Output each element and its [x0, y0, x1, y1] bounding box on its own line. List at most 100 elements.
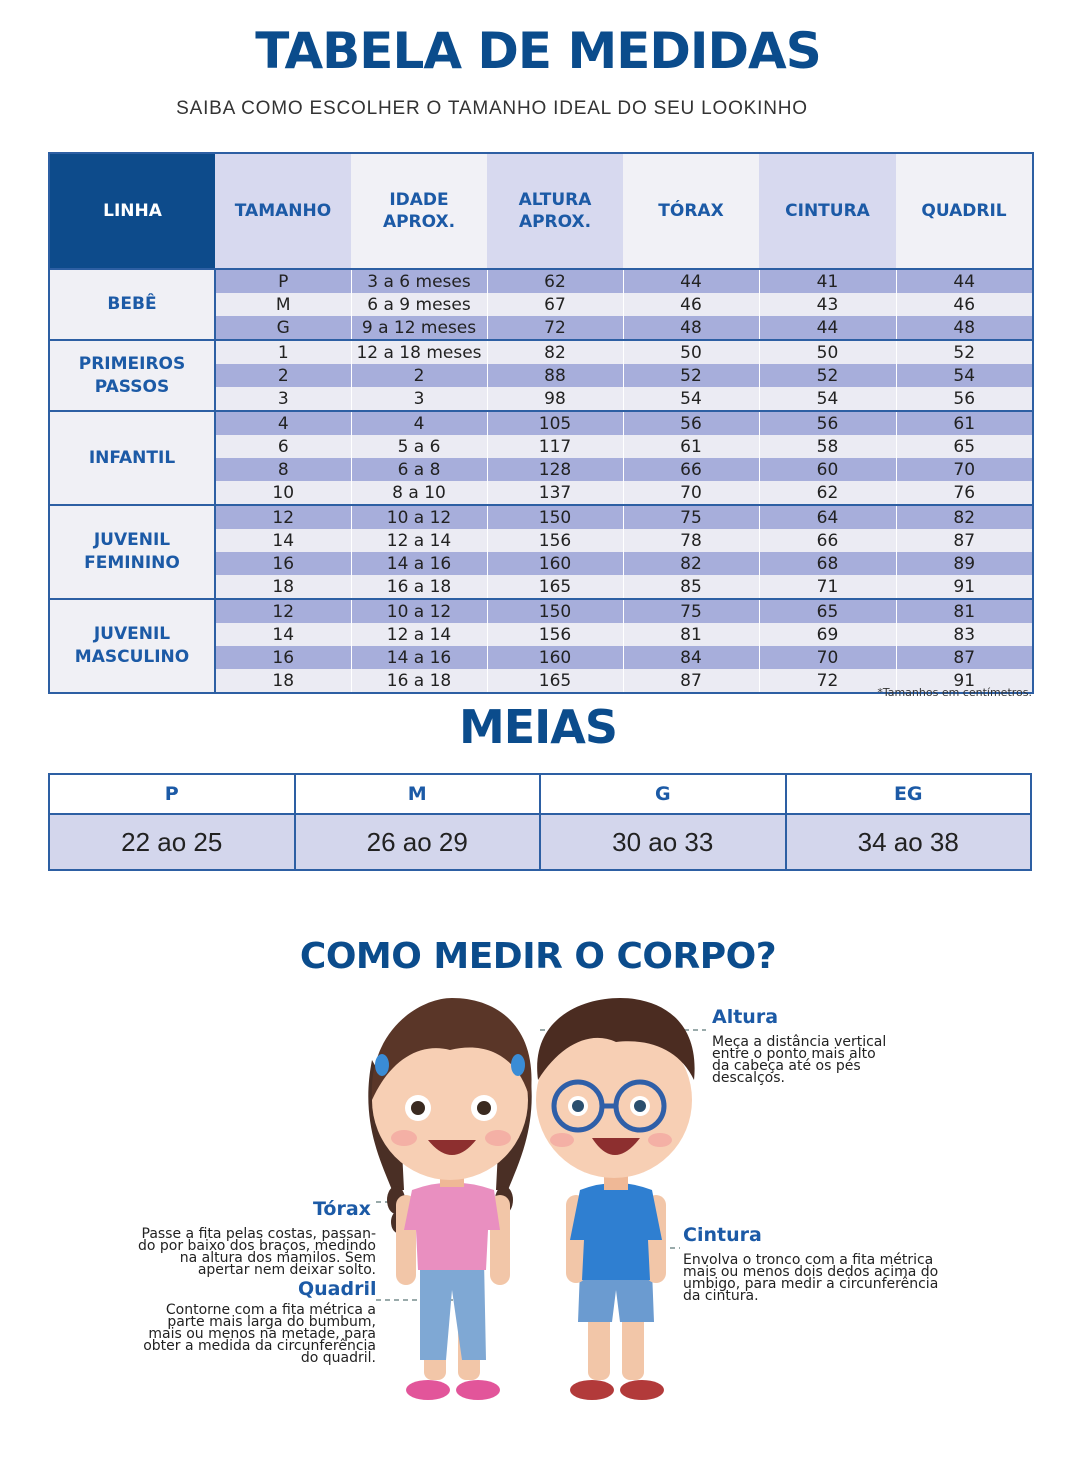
table-row: 18 16 a 18 165 85 71 91 [49, 575, 1033, 599]
table-cell: 75 [622, 598, 759, 623]
quadril-description: Contorne com a fita métrica a parte mais… [143, 1302, 376, 1366]
table-cell: 82 [895, 504, 1033, 529]
table-cell: 46 [622, 293, 759, 316]
girl-figure [368, 998, 532, 1400]
table-cell: 5 a 6 [350, 435, 487, 458]
table-row: 14 12 a 14 156 78 66 87 [49, 529, 1033, 552]
table-cell: 44 [895, 268, 1033, 293]
table-cell: 56 [622, 410, 759, 435]
table-cell: 85 [622, 575, 759, 599]
table-cell: 70 [622, 481, 759, 505]
table-cell: 14 [214, 529, 351, 552]
table-cell: 52 [895, 339, 1033, 364]
table-cell: 58 [758, 435, 896, 458]
column-header: QUADRIL [896, 153, 1033, 269]
table-cell: 87 [895, 529, 1033, 552]
children-illustration [368, 998, 706, 1400]
table-cell: 10 a 12 [350, 598, 487, 623]
table-cell: 8 a 10 [350, 481, 487, 505]
table-cell: 66 [622, 458, 759, 481]
meias-size-value: 22 ao 25 [49, 814, 296, 870]
table-cell: 54 [622, 387, 759, 411]
table-cell: 3 [350, 387, 487, 411]
table-cell: 14 a 16 [350, 552, 487, 575]
table-cell: 98 [486, 387, 623, 411]
table-cell: 78 [622, 529, 759, 552]
table-row: PRIMEIROS PASSOS 1 12 a 18 meses 82 50 50 52 [49, 339, 1033, 411]
table-cell: 150 [486, 598, 623, 623]
table-row: 18 16 a 18 165 87 72 91 [49, 669, 1033, 693]
table-cell: 81 [622, 623, 759, 646]
table-cell: 70 [895, 458, 1033, 481]
table-cell: 41 [758, 268, 896, 293]
table-cell: 54 [758, 387, 896, 411]
table-cell: 84 [622, 646, 759, 669]
table-row: 2 2 88 52 52 54 [49, 364, 1033, 387]
table-cell: 87 [895, 646, 1033, 669]
table-row: JUVENIL FEMININO 12 10 a 12 150 75 64 82 [49, 504, 1033, 599]
table-cell: 4 [214, 410, 351, 435]
meias-size-header: M [294, 774, 541, 815]
table-cell: 16 a 18 [350, 575, 487, 599]
group-label: JUVENIL FEMININO [49, 504, 216, 599]
table-cell: 52 [758, 364, 896, 387]
table-cell: 165 [486, 669, 623, 693]
column-header: ALTURA APROX. [487, 153, 623, 269]
meias-size-header: G [540, 774, 787, 815]
table-cell: 67 [486, 293, 623, 316]
column-header: TAMANHO [215, 153, 351, 269]
page-title: TABELA DE MEDIDAS [255, 22, 821, 80]
table-cell: 82 [486, 339, 623, 364]
table-cell: 50 [622, 339, 759, 364]
table-cell: 82 [622, 552, 759, 575]
table-cell: 64 [758, 504, 896, 529]
table-cell: 76 [895, 481, 1033, 505]
table-cell: 2 [214, 364, 351, 387]
table-cell: 81 [895, 598, 1033, 623]
table-cell: 62 [486, 268, 623, 293]
table-row: 3 3 98 54 54 56 [49, 387, 1033, 411]
group-label: PRIMEIROS PASSOS [49, 339, 216, 411]
cintura-description: Envolva o tronco com a fita métrica mais… [683, 1252, 939, 1304]
cintura-label: Cintura [683, 1224, 762, 1246]
table-cell: 160 [486, 552, 623, 575]
table-cell: 150 [486, 504, 623, 529]
table-cell: 43 [758, 293, 896, 316]
table-cell: 16 [214, 646, 351, 669]
como-medir-title: COMO MEDIR O CORPO? [299, 936, 777, 977]
size-table-header: LINHA TAMANHO IDADE APROX. ALTURA APROX. TÓR… [49, 153, 1033, 269]
table-cell: 156 [486, 623, 623, 646]
column-header: TÓRAX [623, 153, 759, 269]
units-note: *Tamanhos em centímetros. [877, 686, 1032, 699]
table-cell: 72 [486, 316, 623, 340]
meias-values-row: 22 ao 25 26 ao 29 30 ao 33 34 ao 38 [49, 814, 1032, 870]
table-cell: 60 [758, 458, 896, 481]
table-cell: 14 a 16 [350, 646, 487, 669]
table-cell: 62 [758, 481, 896, 505]
table-cell: 10 a 12 [350, 504, 487, 529]
quadril-label: Quadril [298, 1278, 377, 1300]
table-cell: 44 [758, 316, 896, 340]
torax-label: Tórax [313, 1198, 371, 1220]
table-cell: 61 [895, 410, 1033, 435]
table-row: 16 14 a 16 160 84 70 87 [49, 646, 1033, 669]
table-cell: 16 a 18 [350, 669, 487, 693]
meias-size-value: 30 ao 33 [540, 814, 787, 870]
table-cell: 6 [214, 435, 351, 458]
group-label: BEBÊ [49, 268, 216, 340]
table-cell: 54 [895, 364, 1033, 387]
table-cell: 128 [486, 458, 623, 481]
table-row: INFANTIL 4 4 105 56 56 61 [49, 410, 1033, 505]
column-header: CINTURA [759, 153, 896, 269]
table-row: 14 12 a 14 156 81 69 83 [49, 623, 1033, 646]
table-cell: 3 a 6 meses [350, 268, 487, 293]
group-label: INFANTIL [49, 410, 216, 505]
table-cell: 1 [214, 339, 351, 364]
table-cell: 72 [758, 669, 896, 693]
table-cell: 91 [895, 575, 1033, 599]
table-cell: 12 a 14 [350, 529, 487, 552]
table-cell: 12 [214, 598, 351, 623]
